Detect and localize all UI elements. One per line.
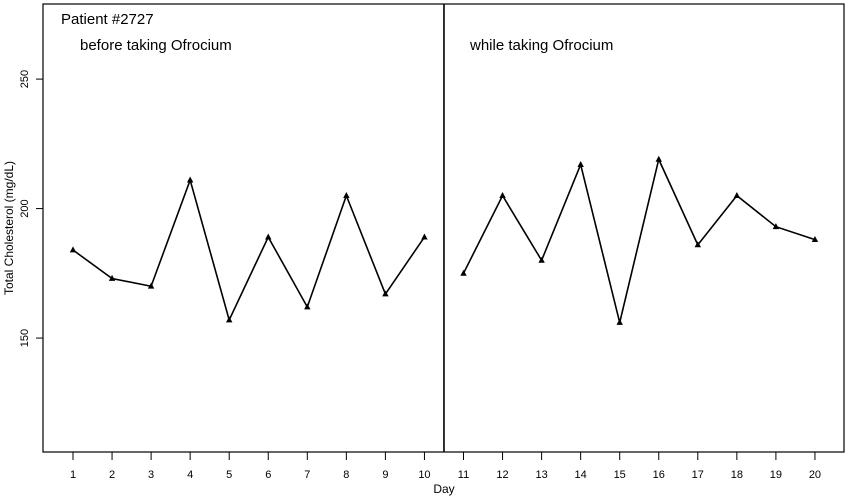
x-tick-label: 15 — [614, 469, 626, 481]
x-tick-label: 16 — [653, 469, 665, 481]
x-axis-label: Day — [433, 482, 454, 496]
annotation-while: while taking Ofrocium — [469, 37, 613, 54]
x-tick-label: 3 — [148, 469, 154, 481]
x-tick-label: 10 — [418, 469, 430, 481]
y-tick-label: 250 — [19, 70, 31, 88]
y-tick-label: 150 — [19, 329, 31, 347]
data-point-marker — [733, 192, 741, 199]
data-point-marker — [772, 223, 780, 230]
x-tick-label: 17 — [692, 469, 704, 481]
y-axis-label: Total Cholesterol (mg/dL) — [2, 161, 16, 295]
x-tick-label: 18 — [731, 469, 743, 481]
series-line-before — [72, 177, 426, 323]
data-point-marker — [811, 236, 819, 243]
x-tick-label: 4 — [187, 469, 193, 481]
data-point-marker — [186, 176, 194, 183]
data-point-marker — [382, 290, 389, 297]
series-group — [69, 155, 819, 325]
data-point-marker — [108, 274, 116, 281]
data-point-marker — [226, 316, 233, 323]
x-tick-label: 5 — [226, 469, 232, 481]
data-point-marker — [147, 282, 155, 289]
data-point-marker — [616, 318, 623, 325]
y-tick-label: 200 — [19, 199, 31, 217]
x-tick-label: 6 — [265, 469, 271, 481]
x-tick-label: 9 — [382, 469, 388, 481]
x-tick-label: 7 — [304, 469, 310, 481]
data-point-marker — [460, 269, 467, 276]
data-point-marker — [655, 155, 662, 162]
data-point-marker — [304, 303, 311, 310]
data-point-marker — [577, 160, 584, 167]
x-tick-label: 2 — [109, 469, 115, 481]
annotation-before: before taking Ofrocium — [80, 37, 232, 54]
x-tick-label: 13 — [535, 469, 547, 481]
series-line-while — [462, 156, 816, 323]
data-point-marker — [538, 256, 545, 263]
data-point-marker — [265, 233, 272, 240]
data-point-marker — [694, 241, 701, 248]
chart-title: Patient #2727 — [61, 11, 154, 28]
data-point-marker — [343, 192, 350, 199]
data-point-marker — [421, 233, 428, 240]
x-tick-label: 1 — [70, 469, 76, 481]
data-point-marker — [499, 192, 506, 199]
x-tick-label: 8 — [343, 469, 349, 481]
x-tick-label: 12 — [496, 469, 508, 481]
data-point-marker — [69, 246, 77, 253]
x-tick-label: 11 — [458, 469, 469, 481]
x-tick-label: 14 — [575, 469, 587, 481]
x-tick-label: 20 — [809, 469, 821, 481]
x-tick-label: 19 — [770, 469, 782, 481]
